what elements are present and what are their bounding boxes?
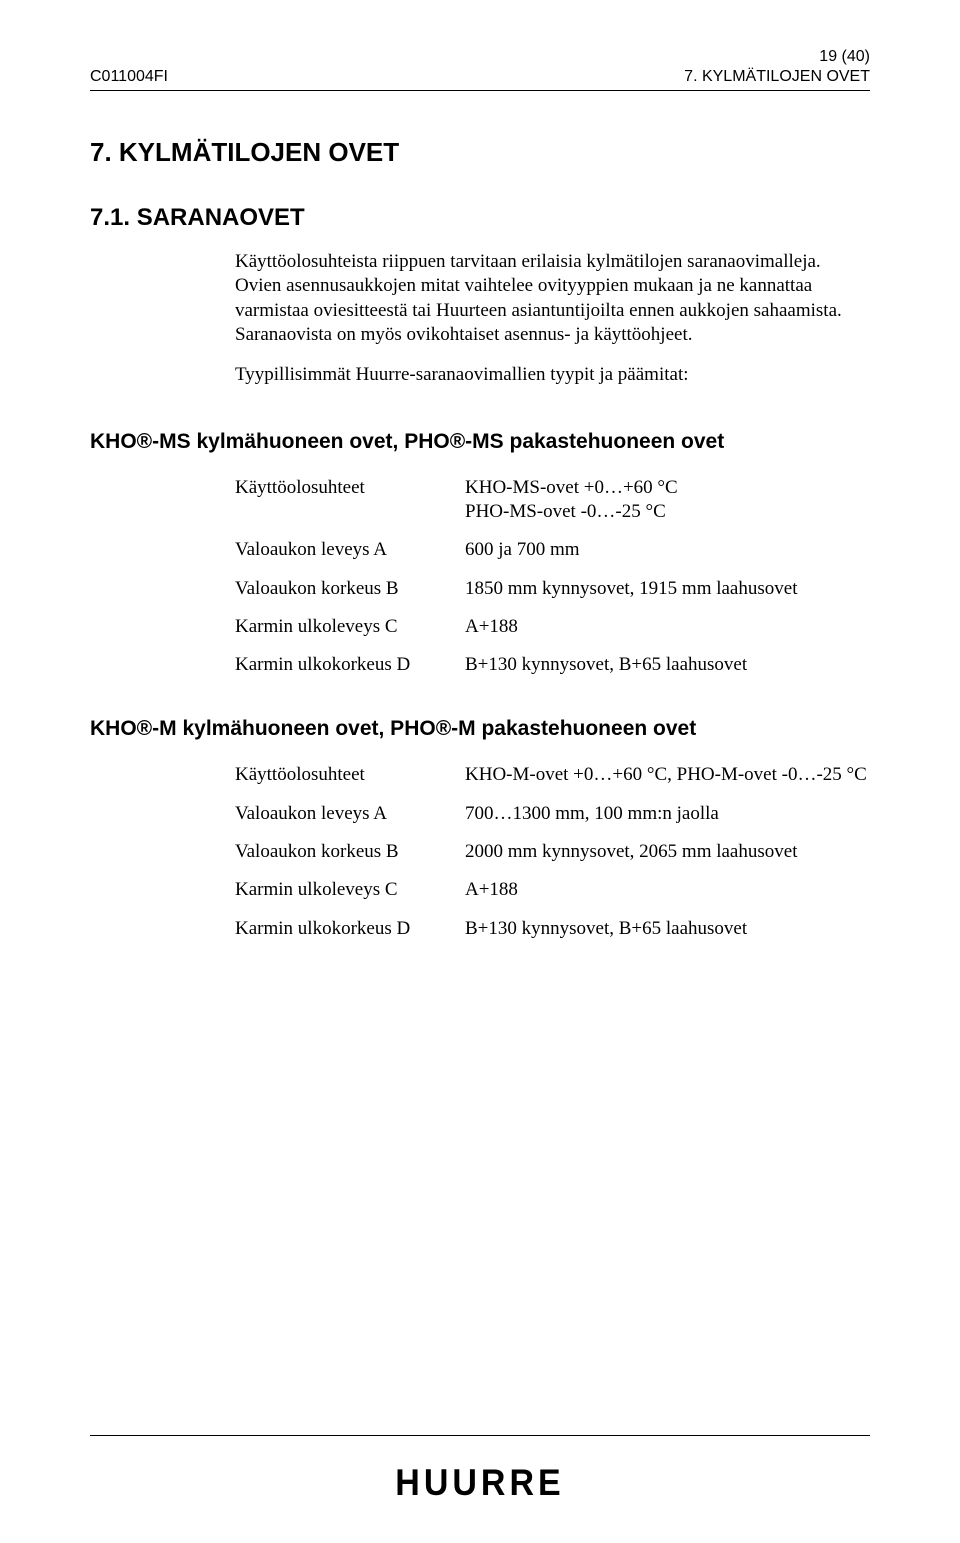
spec-row: Valoaukon leveys A 600 ja 700 mm bbox=[235, 538, 870, 562]
spec-label: Käyttöolosuhteet bbox=[235, 763, 465, 787]
footer-rule bbox=[90, 1435, 870, 1436]
spec-value: 700…1300 mm, 100 mm:n jaolla bbox=[465, 802, 870, 826]
spec-label: Karmin ulkoleveys C bbox=[235, 878, 465, 902]
spec-value: KHO-M-ovet +0…+60 °C, PHO-M-ovet -0…-25 … bbox=[465, 763, 870, 787]
heading-2: 7.1. SARANAOVET bbox=[90, 204, 870, 232]
spec-label: Valoaukon korkeus B bbox=[235, 577, 465, 601]
spec-value: 1850 mm kynnysovet, 1915 mm laahusovet bbox=[465, 577, 870, 601]
header-rule bbox=[90, 90, 870, 91]
logo: HUURRE bbox=[90, 1462, 870, 1505]
intro-paragraph-1: Käyttöolosuhteista riippuen tarvitaan er… bbox=[235, 250, 870, 347]
header-right: 19 (40) 7. KYLMÄTILOJEN OVET bbox=[684, 48, 870, 86]
spec-row: Karmin ulkokorkeus D B+130 kynnysovet, B… bbox=[235, 917, 870, 941]
page-number: 19 (40) bbox=[684, 48, 870, 66]
spec-label: Valoaukon korkeus B bbox=[235, 840, 465, 864]
spec-row: Karmin ulkokorkeus D B+130 kynnysovet, B… bbox=[235, 653, 870, 677]
spec-label: Karmin ulkoleveys C bbox=[235, 615, 465, 639]
page-footer: HUURRE bbox=[90, 1435, 870, 1503]
page: C011004FI 19 (40) 7. KYLMÄTILOJEN OVET 7… bbox=[0, 0, 960, 1543]
page-header: C011004FI 19 (40) 7. KYLMÄTILOJEN OVET bbox=[90, 48, 870, 86]
intro-block: Käyttöolosuhteista riippuen tarvitaan er… bbox=[235, 250, 870, 404]
spec-value: KHO-MS-ovet +0…+60 °C PHO-MS-ovet -0…-25… bbox=[465, 476, 870, 525]
spec-label: Karmin ulkokorkeus D bbox=[235, 653, 465, 677]
spec-row: Valoaukon korkeus B 1850 mm kynnysovet, … bbox=[235, 577, 870, 601]
heading-3-m: KHO®-M kylmähuoneen ovet, PHO®-M pakaste… bbox=[90, 717, 870, 741]
spec-value: B+130 kynnysovet, B+65 laahusovet bbox=[465, 917, 870, 941]
spec-table-ms: Käyttöolosuhteet KHO-MS-ovet +0…+60 °C P… bbox=[235, 476, 870, 692]
heading-1: 7. KYLMÄTILOJEN OVET bbox=[90, 137, 870, 168]
spec-label: Valoaukon leveys A bbox=[235, 802, 465, 826]
spec-value: A+188 bbox=[465, 878, 870, 902]
spec-label: Karmin ulkokorkeus D bbox=[235, 917, 465, 941]
spec-row: Valoaukon korkeus B 2000 mm kynnysovet, … bbox=[235, 840, 870, 864]
spec-value: 2000 mm kynnysovet, 2065 mm laahusovet bbox=[465, 840, 870, 864]
section-ref: 7. KYLMÄTILOJEN OVET bbox=[684, 68, 870, 86]
spec-value: B+130 kynnysovet, B+65 laahusovet bbox=[465, 653, 870, 677]
heading-3-ms: KHO®-MS kylmähuoneen ovet, PHO®-MS pakas… bbox=[90, 430, 870, 454]
spec-row: Valoaukon leveys A 700…1300 mm, 100 mm:n… bbox=[235, 802, 870, 826]
spec-value: 600 ja 700 mm bbox=[465, 538, 870, 562]
spec-row: Karmin ulkoleveys C A+188 bbox=[235, 615, 870, 639]
spec-table-m: Käyttöolosuhteet KHO-M-ovet +0…+60 °C, P… bbox=[235, 763, 870, 955]
spec-row: Käyttöolosuhteet KHO-M-ovet +0…+60 °C, P… bbox=[235, 763, 870, 787]
spec-label: Käyttöolosuhteet bbox=[235, 476, 465, 525]
spec-label: Valoaukon leveys A bbox=[235, 538, 465, 562]
intro-paragraph-2: Tyypillisimmät Huurre-saranaovimallien t… bbox=[235, 363, 870, 387]
spec-value: A+188 bbox=[465, 615, 870, 639]
spec-row: Karmin ulkoleveys C A+188 bbox=[235, 878, 870, 902]
doc-id: C011004FI bbox=[90, 68, 168, 86]
spec-row: Käyttöolosuhteet KHO-MS-ovet +0…+60 °C P… bbox=[235, 476, 870, 525]
spacer bbox=[90, 955, 870, 1435]
